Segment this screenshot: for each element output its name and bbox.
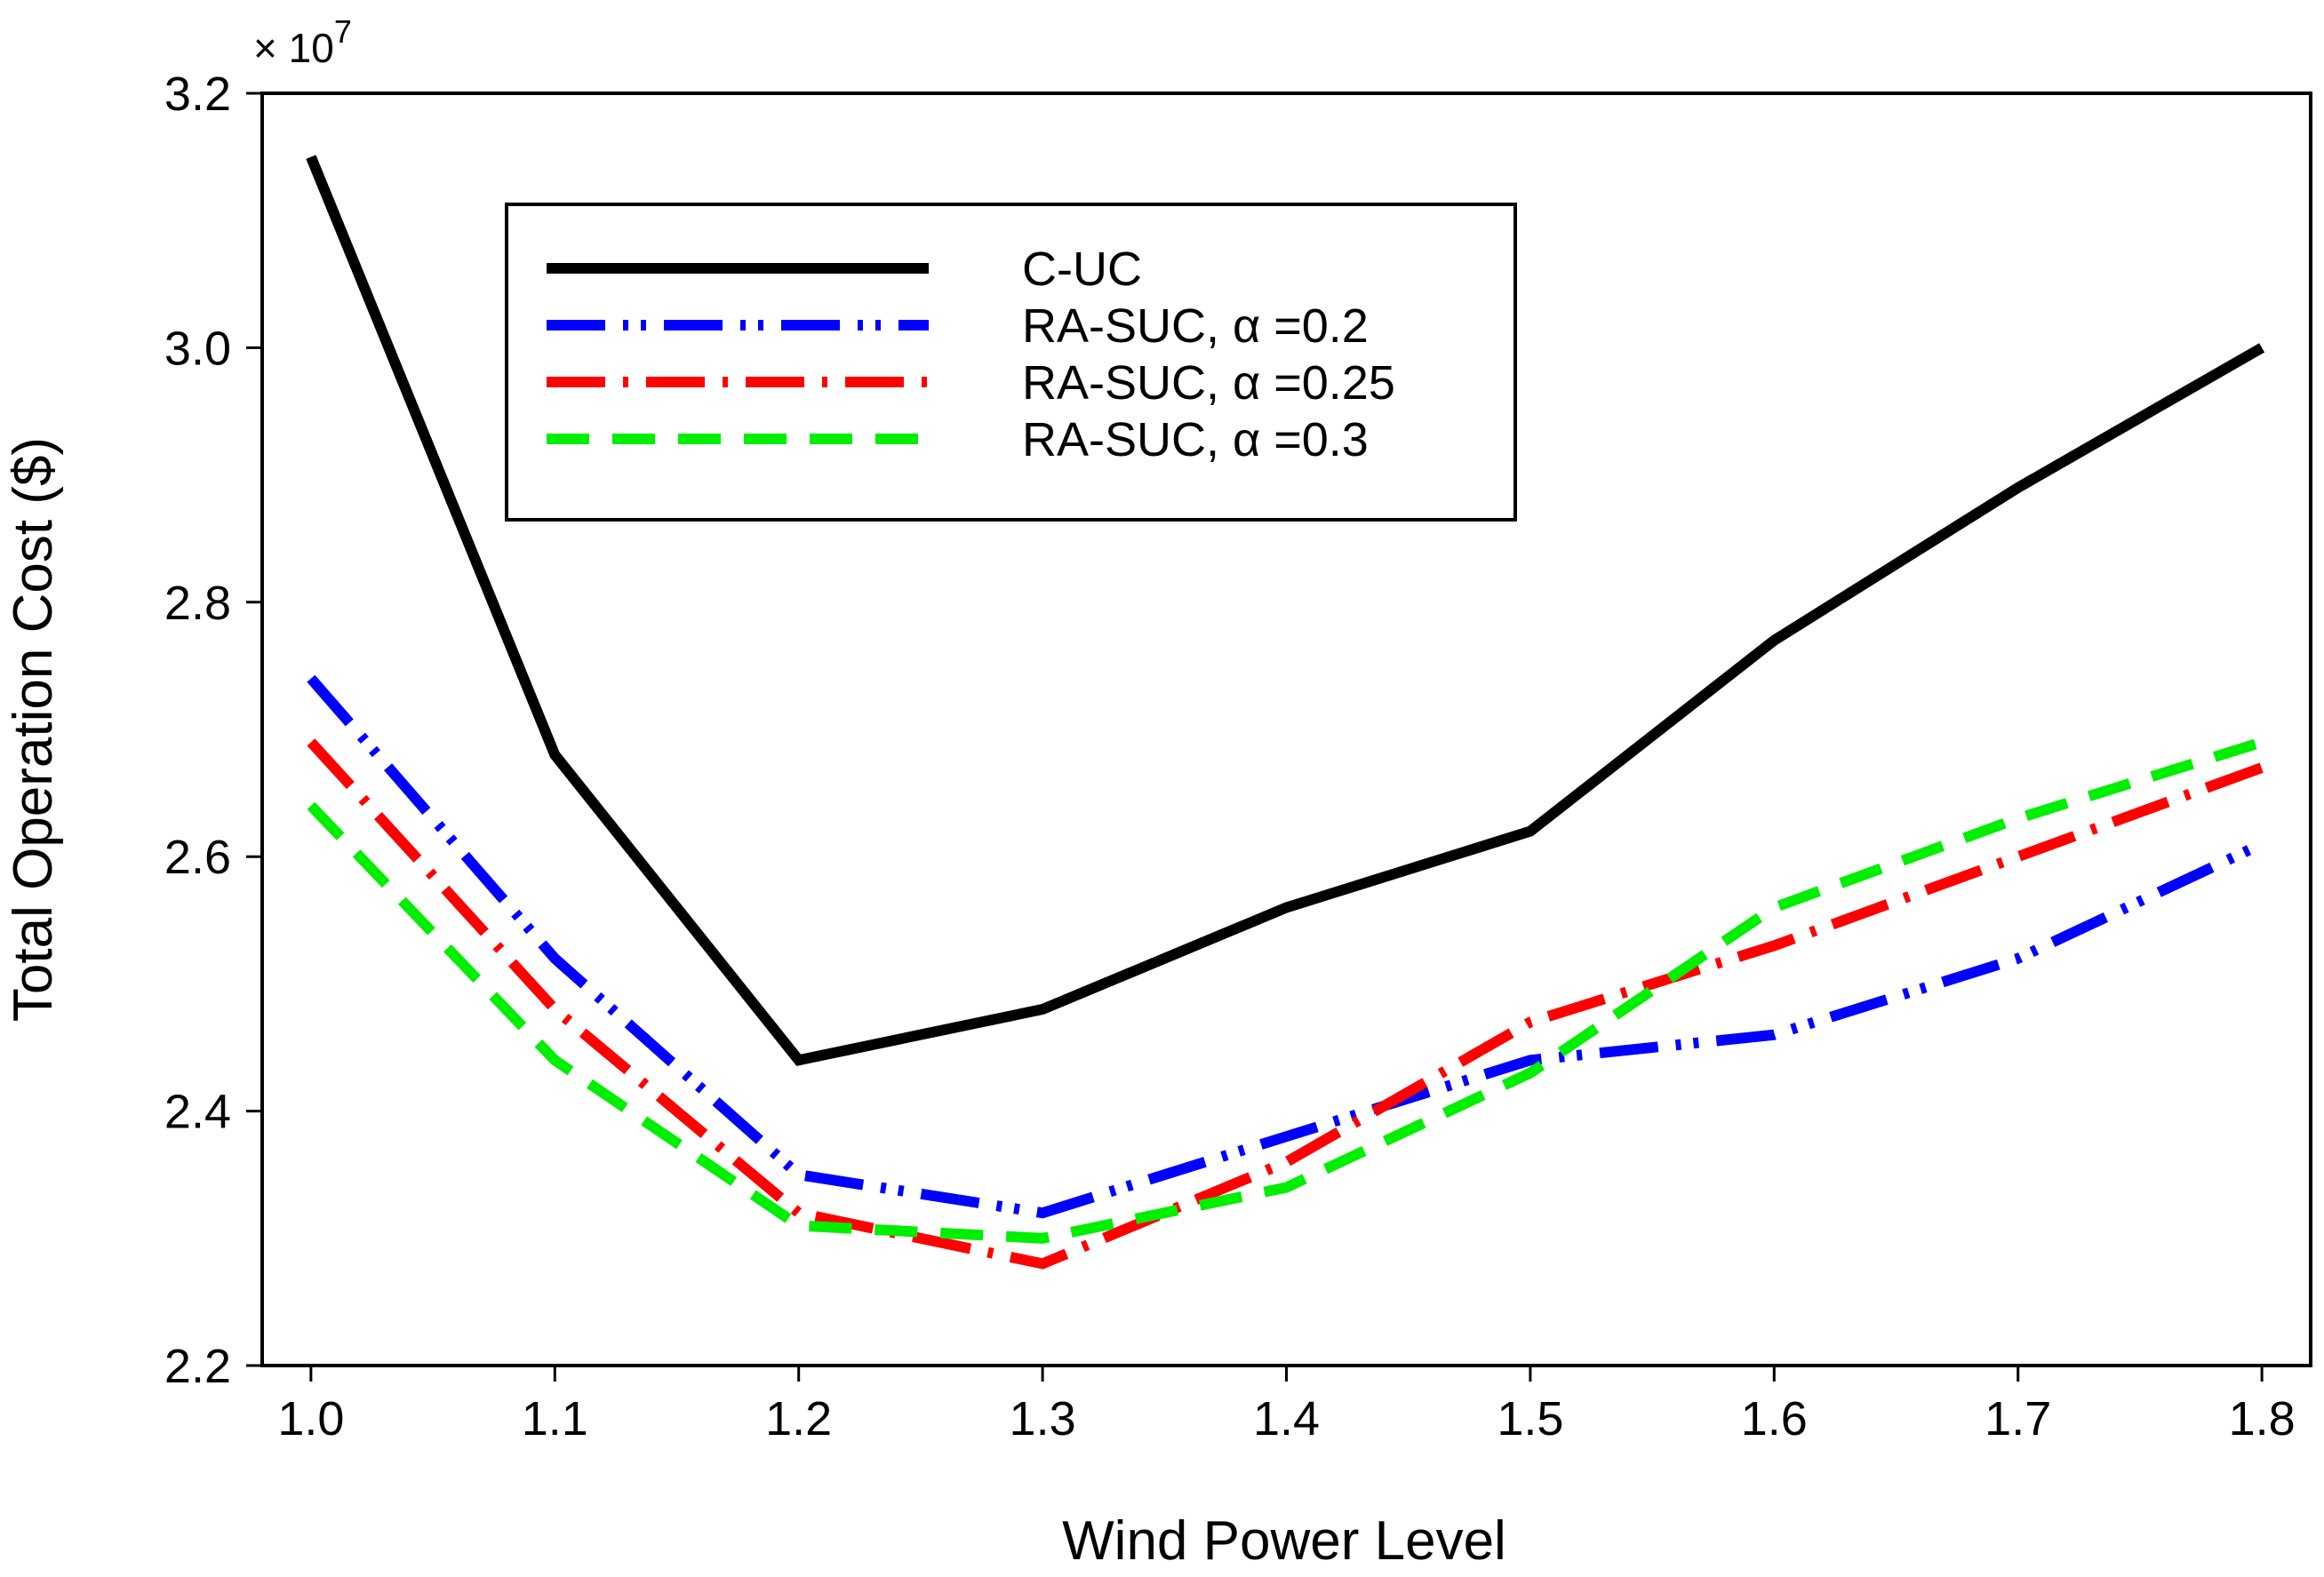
x-tick-label: 1.4 xyxy=(1253,1392,1320,1446)
x-tick-label: 1.1 xyxy=(522,1392,588,1446)
y-tick-label: 2.2 xyxy=(164,1340,231,1393)
y-tick-label: 2.4 xyxy=(164,1086,231,1139)
x-tick-label: 1.8 xyxy=(2229,1392,2296,1446)
x-tick-label: 1.6 xyxy=(1741,1392,1808,1446)
legend-label-1: RA-SUC, α =0.2 xyxy=(1022,299,1369,353)
x-tick-label: 1.2 xyxy=(765,1392,832,1446)
y-tick-label: 2.8 xyxy=(164,577,231,630)
y-tick-label: 2.6 xyxy=(164,831,231,884)
svg-text:× 107: × 107 xyxy=(253,13,352,71)
legend-box xyxy=(505,203,1517,522)
y-multiplier-prefix: × 10 xyxy=(253,25,334,71)
legend-label-3: RA-SUC, α =0.3 xyxy=(1022,413,1369,466)
y-tick-label: 3.2 xyxy=(164,68,231,121)
x-tick-label: 1.0 xyxy=(277,1392,344,1446)
legend-label-2: RA-SUC, α =0.25 xyxy=(1022,356,1395,410)
x-axis-label: Wind Power Level xyxy=(1062,1510,1506,1572)
series-lines xyxy=(306,155,2265,1270)
series-line-2 xyxy=(307,738,2264,1270)
x-tick-label: 1.7 xyxy=(1985,1392,2051,1446)
y-multiplier: × 107 xyxy=(253,13,352,71)
y-multiplier-exponent: 7 xyxy=(334,13,352,50)
y-tick-label: 3.0 xyxy=(164,322,231,375)
y-axis-label: Total Operation Cost ($) xyxy=(3,437,64,1022)
axis-ticks: 1.0 1.1 1.2 1.3 1.4 1.5 1.6 1.7 1.8 2.2 2.4 2.6 2.8 3… xyxy=(164,68,2296,1446)
x-tick-label: 1.3 xyxy=(1010,1392,1076,1446)
x-tick-label: 1.5 xyxy=(1497,1392,1563,1446)
legend-label-0: C-UC xyxy=(1022,243,1142,296)
series-line-1 xyxy=(307,674,2264,1219)
